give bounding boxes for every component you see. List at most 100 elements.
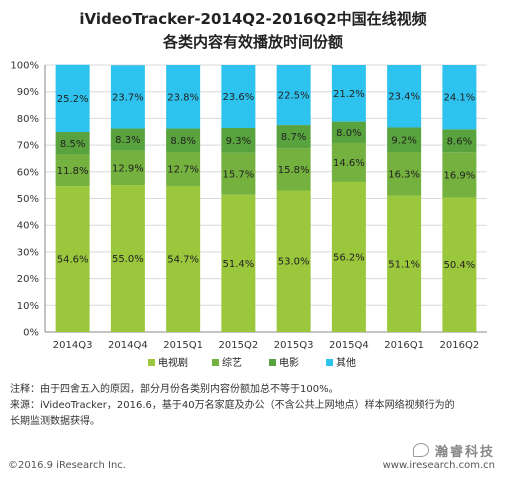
y-tick-label: 40% bbox=[17, 221, 39, 232]
x-tick-label: 2015Q3 bbox=[274, 340, 314, 351]
bar-segment bbox=[442, 129, 477, 153]
bar-segment bbox=[331, 142, 366, 182]
legend-label: 电视剧 bbox=[158, 356, 188, 369]
bar-segment bbox=[166, 185, 201, 332]
bar-segment bbox=[387, 127, 422, 153]
legend-swatch bbox=[326, 359, 333, 366]
bar-segment bbox=[276, 190, 311, 332]
bar-segment bbox=[276, 148, 311, 191]
legend-swatch bbox=[269, 359, 276, 366]
y-tick-label: 70% bbox=[17, 141, 39, 152]
bar-segment bbox=[166, 65, 201, 129]
data-label: 8.7% bbox=[281, 132, 306, 143]
y-tick-label: 100% bbox=[10, 61, 39, 72]
data-label: 16.3% bbox=[388, 169, 420, 180]
bar-segment bbox=[331, 181, 366, 332]
bar-segment bbox=[55, 132, 90, 155]
data-label: 14.6% bbox=[333, 158, 365, 169]
y-tick-label: 20% bbox=[17, 274, 39, 285]
legend-label: 其他 bbox=[336, 356, 356, 369]
x-tick-label: 2016Q2 bbox=[440, 340, 480, 351]
data-label: 56.2% bbox=[333, 252, 365, 263]
data-label: 51.4% bbox=[222, 259, 254, 270]
x-tick-label: 2015Q4 bbox=[329, 340, 369, 351]
data-label: 21.2% bbox=[333, 89, 365, 100]
data-label: 23.7% bbox=[112, 92, 144, 103]
copyright: ©2016.9 iResearch Inc. bbox=[8, 460, 126, 471]
x-axis-labels: 2014Q3 2014Q4 2015Q1 2015Q2 2015Q3 2015Q4 2016… bbox=[53, 340, 479, 351]
stacked-bar-chart: iVideoTracker-2014Q2-2016Q2中国在线视频 各类内容有效… bbox=[10, 10, 487, 369]
bar-segment bbox=[110, 128, 145, 151]
bar-segment bbox=[221, 128, 256, 153]
legend-swatch bbox=[212, 359, 219, 366]
bar-segment bbox=[276, 65, 311, 126]
bar-segment bbox=[55, 186, 90, 332]
y-tick-label: 50% bbox=[17, 194, 39, 205]
data-label: 11.8% bbox=[57, 166, 89, 177]
x-tick-label: 2015Q1 bbox=[163, 340, 203, 351]
wechat-icon bbox=[412, 443, 429, 457]
source-text-line2: 长期监测数据获得。 bbox=[10, 416, 100, 427]
data-label: 8.6% bbox=[447, 136, 472, 147]
x-tick-label: 2015Q2 bbox=[219, 340, 259, 351]
data-label: 15.8% bbox=[278, 165, 310, 176]
bars: 54.6% 11.8% 8.5% 25.2% 55.0% 12.9% 8.3% 23.7% 54… bbox=[55, 64, 477, 332]
data-label: 16.9% bbox=[443, 170, 475, 181]
y-tick-label: 80% bbox=[17, 114, 39, 125]
website: www.iresearch.com.cn bbox=[382, 460, 495, 471]
data-label: 15.7% bbox=[222, 169, 254, 180]
chart-title-line2: 各类内容有效播放时间份额 bbox=[162, 33, 343, 51]
bar-segment bbox=[110, 150, 145, 186]
bar-segment bbox=[442, 152, 477, 198]
legend-label: 综艺 bbox=[222, 356, 242, 369]
data-label: 8.3% bbox=[115, 135, 140, 146]
bar-segment bbox=[387, 152, 422, 196]
data-label: 23.4% bbox=[388, 92, 420, 103]
y-tick-label: 60% bbox=[17, 167, 39, 178]
data-label: 54.7% bbox=[167, 254, 199, 265]
bar-segment bbox=[110, 65, 145, 129]
bar-segment bbox=[442, 197, 477, 332]
y-tick-label: 10% bbox=[17, 301, 39, 312]
chart-title-line1: iVideoTracker-2014Q2-2016Q2中国在线视频 bbox=[79, 10, 426, 28]
bar-segment bbox=[166, 152, 201, 186]
data-label: 51.1% bbox=[388, 259, 420, 270]
data-label: 9.3% bbox=[226, 136, 251, 147]
note-text: 注释：由于四舍五入的原因，部分月份各类别内容份额加总不等于100%。 bbox=[10, 384, 339, 395]
source-text-line1: 来源：iVideoTracker，2016.6，基于40万名家庭及办公（不含公共… bbox=[10, 400, 455, 411]
data-label: 8.8% bbox=[170, 136, 195, 147]
bar-segment bbox=[221, 152, 256, 195]
data-label: 55.0% bbox=[112, 254, 144, 265]
data-label: 9.2% bbox=[391, 135, 416, 146]
bar-segment bbox=[166, 128, 201, 153]
data-label: 23.8% bbox=[167, 92, 199, 103]
watermark-text: 瀚睿科技 bbox=[434, 445, 495, 460]
notes: 注释：由于四舍五入的原因，部分月份各类别内容份额加总不等于100%。 来源：iV… bbox=[10, 382, 470, 430]
data-label: 50.4% bbox=[443, 260, 475, 271]
y-tick-label: 0% bbox=[23, 328, 39, 339]
x-tick-label: 2014Q3 bbox=[53, 340, 93, 351]
x-tick-label: 2014Q4 bbox=[108, 340, 148, 351]
y-axis-ticks: 0% 10% 20% 30% 40% 50% 60% 70% 80% 90% 100% bbox=[10, 61, 39, 339]
legend-label: 电影 bbox=[279, 356, 299, 369]
data-label: 54.6% bbox=[57, 255, 89, 266]
bar-segment bbox=[55, 154, 90, 187]
legend: 电视剧 综艺 电影 其他 bbox=[148, 356, 356, 369]
watermark: 瀚睿科技 bbox=[412, 441, 495, 460]
legend-swatch bbox=[148, 359, 155, 366]
bar-segment bbox=[387, 65, 422, 128]
data-label: 8.5% bbox=[60, 139, 85, 150]
bar-segment bbox=[221, 65, 256, 129]
x-tick-label: 2016Q1 bbox=[384, 340, 424, 351]
data-label: 22.5% bbox=[278, 91, 310, 102]
data-label: 25.2% bbox=[57, 94, 89, 105]
data-label: 12.9% bbox=[112, 163, 144, 174]
bar-segment bbox=[331, 121, 366, 143]
bar-segment bbox=[55, 64, 90, 133]
bar-segment bbox=[221, 194, 256, 332]
y-tick-label: 30% bbox=[17, 247, 39, 258]
data-label: 8.0% bbox=[336, 128, 361, 139]
data-label: 12.7% bbox=[167, 164, 199, 175]
bar-segment bbox=[387, 195, 422, 332]
bar-segment bbox=[331, 65, 366, 122]
